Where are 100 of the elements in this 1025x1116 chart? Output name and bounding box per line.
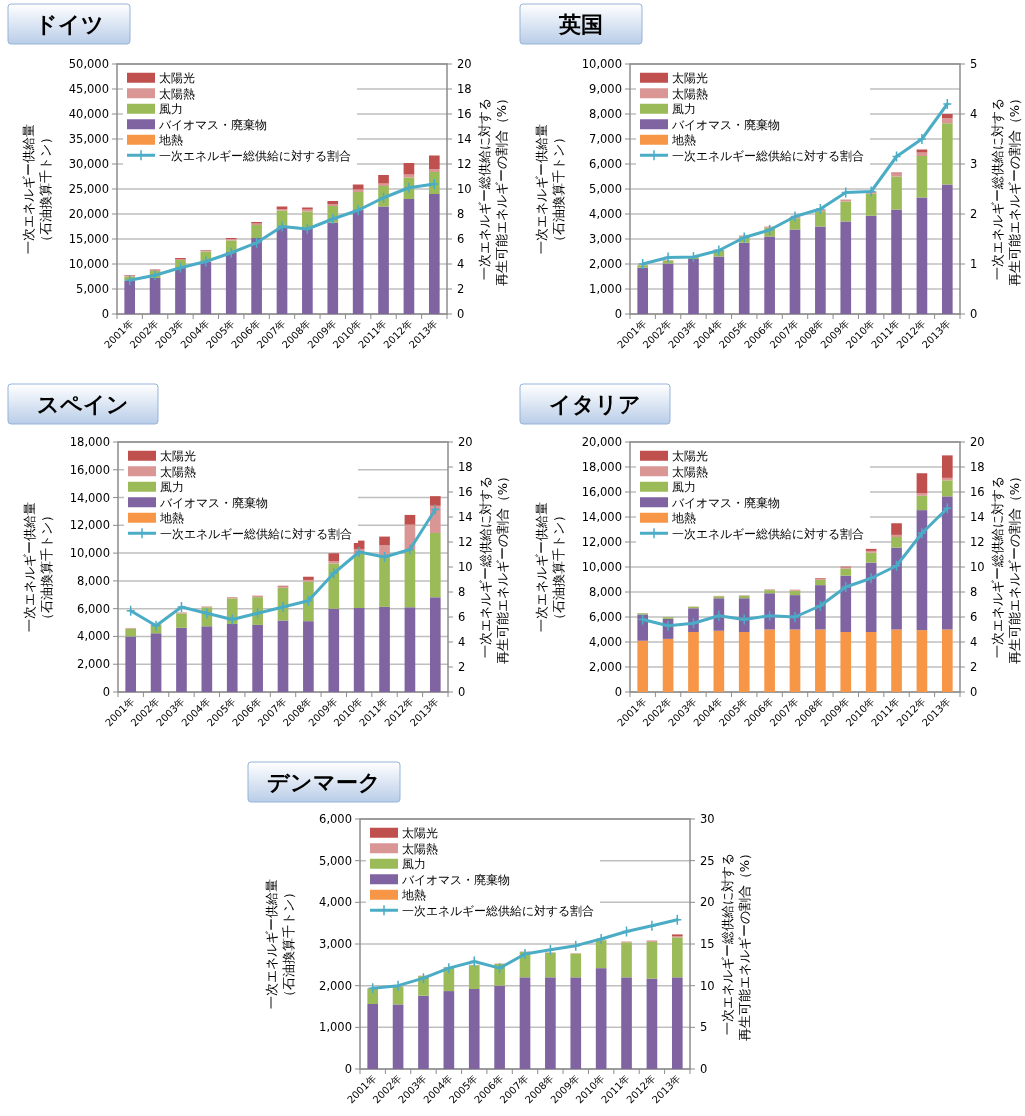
chart-title: 英国 (558, 12, 603, 37)
y-tick-label: 10,000 (68, 257, 109, 271)
y2-axis-title: 一次エネルギー総供給に対する再生可能エネルギーの割合（%） (990, 469, 1022, 665)
y2-tick-label: 2 (457, 282, 465, 296)
y2-tick-label: 15 (700, 937, 715, 951)
y2-tick-label: 16 (970, 485, 985, 499)
y2-tick-label: 8 (458, 585, 466, 599)
y-tick-label: 40,000 (68, 107, 109, 121)
legend-label: バイオマス・廃棄物 (671, 495, 780, 510)
y-tick-label: 6,000 (77, 601, 110, 616)
y2-tick-label: 12 (457, 157, 472, 171)
legend-label: 地熱 (159, 511, 184, 526)
legend-label: 太陽光 (160, 449, 196, 464)
legend-label: バイオマス・廃棄物 (158, 117, 267, 132)
y-tick-label: 8,000 (589, 585, 622, 599)
y-tick-label: 18,000 (581, 460, 622, 474)
legend-label: 風力 (159, 102, 183, 117)
y2-tick-label: 6 (970, 610, 978, 624)
legend-label: 地熱 (158, 133, 183, 148)
y-tick-label: 5,000 (319, 853, 352, 868)
y2-tick-label: 30 (700, 812, 715, 826)
legend-label: 太陽光 (672, 71, 708, 86)
y2-tick-label: 1 (970, 257, 978, 271)
y-tick-label: 0 (101, 307, 109, 321)
y-tick-label: 16,000 (69, 462, 110, 477)
y-axis-title: 一次エネルギー供給量（石油換算千トン） (21, 124, 53, 254)
y2-tick-label: 18 (970, 460, 985, 474)
chart-title: ドイツ (34, 12, 104, 37)
y2-tick-label: 14 (458, 510, 473, 524)
y-tick-label: 12,000 (69, 518, 110, 533)
legend-label: 地熱 (671, 511, 696, 526)
y2-tick-label: 0 (458, 685, 466, 699)
y2-tick-label: 20 (700, 895, 715, 910)
y-tick-label: 20,000 (581, 435, 622, 449)
y-tick-label: 25,000 (68, 182, 109, 196)
y2-tick-label: 16 (458, 485, 473, 499)
y-axis-title: 一次エネルギー供給量（石油換算千トン） (22, 502, 54, 632)
y2-tick-label: 5 (700, 1020, 708, 1035)
legend-label: 風力 (160, 480, 184, 495)
legend-label: 太陽熱 (672, 464, 708, 479)
y2-tick-label: 20 (457, 57, 472, 71)
legend-label: 一次エネルギー総供給に対する割合 (402, 903, 594, 918)
y-tick-label: 5,000 (76, 282, 109, 296)
y-tick-label: 0 (344, 1062, 352, 1076)
y2-tick-label: 0 (970, 307, 978, 321)
y-tick-label: 10,000 (581, 560, 622, 574)
legend-label: 風力 (672, 102, 696, 117)
y-tick-label: 16,000 (581, 485, 622, 499)
y2-axis-title: 一次エネルギー総供給に対する再生可能エネルギーの割合（%） (478, 469, 510, 665)
y2-tick-label: 4 (970, 107, 978, 121)
y-axis-title: 一次エネルギー供給量（石油換算千トン） (534, 502, 566, 632)
y2-axis-title: 一次エネルギー総供給に対する再生可能エネルギーの割合（%） (990, 91, 1022, 287)
y2-tick-label: 6 (458, 610, 466, 624)
y-axis-title: 一次エネルギー供給量（石油換算千トン） (264, 879, 296, 1009)
legend-label: 太陽光 (402, 826, 438, 841)
legend-label: 地熱 (401, 888, 426, 903)
y2-tick-label: 12 (970, 535, 985, 549)
y2-tick-label: 18 (457, 82, 472, 96)
legend-label: 太陽光 (159, 71, 195, 86)
legend-label: 太陽熱 (159, 86, 195, 101)
y-tick-label: 9,000 (589, 82, 622, 96)
y-tick-label: 2,000 (319, 978, 352, 993)
y-tick-label: 14,000 (69, 490, 110, 505)
y2-tick-label: 20 (970, 435, 985, 449)
y-tick-label: 8,000 (589, 107, 622, 121)
y-tick-label: 3,000 (319, 937, 352, 951)
legend-label: 太陽熱 (160, 464, 196, 479)
y-tick-label: 10,000 (581, 57, 622, 71)
chart-title: スペイン (37, 392, 129, 417)
legend-label: 一次エネルギー総供給に対する割合 (672, 526, 864, 541)
y2-tick-label: 3 (970, 157, 978, 171)
y-tick-label: 0 (614, 685, 622, 699)
y2-tick-label: 2 (970, 207, 978, 221)
y-tick-label: 7,000 (589, 132, 622, 146)
legend-label: 地熱 (671, 133, 696, 148)
y2-tick-label: 0 (700, 1062, 708, 1076)
y2-tick-label: 18 (458, 460, 473, 474)
y-tick-label: 45,000 (68, 82, 109, 96)
y2-tick-label: 4 (457, 257, 465, 271)
legend-label: 風力 (402, 857, 426, 872)
y2-axis-title: 一次エネルギー総供給に対する再生可能エネルギーの割合（%） (477, 91, 509, 287)
y-tick-label: 3,000 (589, 232, 622, 246)
y-tick-label: 2,000 (589, 660, 622, 674)
y-tick-label: 0 (614, 307, 622, 321)
y-tick-label: 4,000 (589, 635, 622, 649)
y2-tick-label: 25 (700, 853, 715, 868)
y2-tick-label: 14 (970, 510, 985, 524)
y2-tick-label: 10 (700, 978, 715, 993)
y-tick-label: 4,000 (77, 629, 110, 644)
legend-label: 一次エネルギー総供給に対する割合 (672, 148, 864, 163)
y-axis-title: 一次エネルギー供給量（石油換算千トン） (534, 124, 566, 254)
y-tick-label: 6,000 (589, 157, 622, 171)
y-tick-label: 12,000 (581, 535, 622, 549)
y2-tick-label: 20 (458, 435, 473, 449)
y2-tick-label: 10 (457, 182, 472, 196)
legend-label: 太陽熱 (402, 841, 438, 856)
y-tick-label: 6,000 (589, 610, 622, 624)
y-tick-label: 35,000 (68, 132, 109, 146)
y2-tick-label: 14 (457, 132, 472, 146)
y2-tick-label: 0 (970, 685, 978, 699)
